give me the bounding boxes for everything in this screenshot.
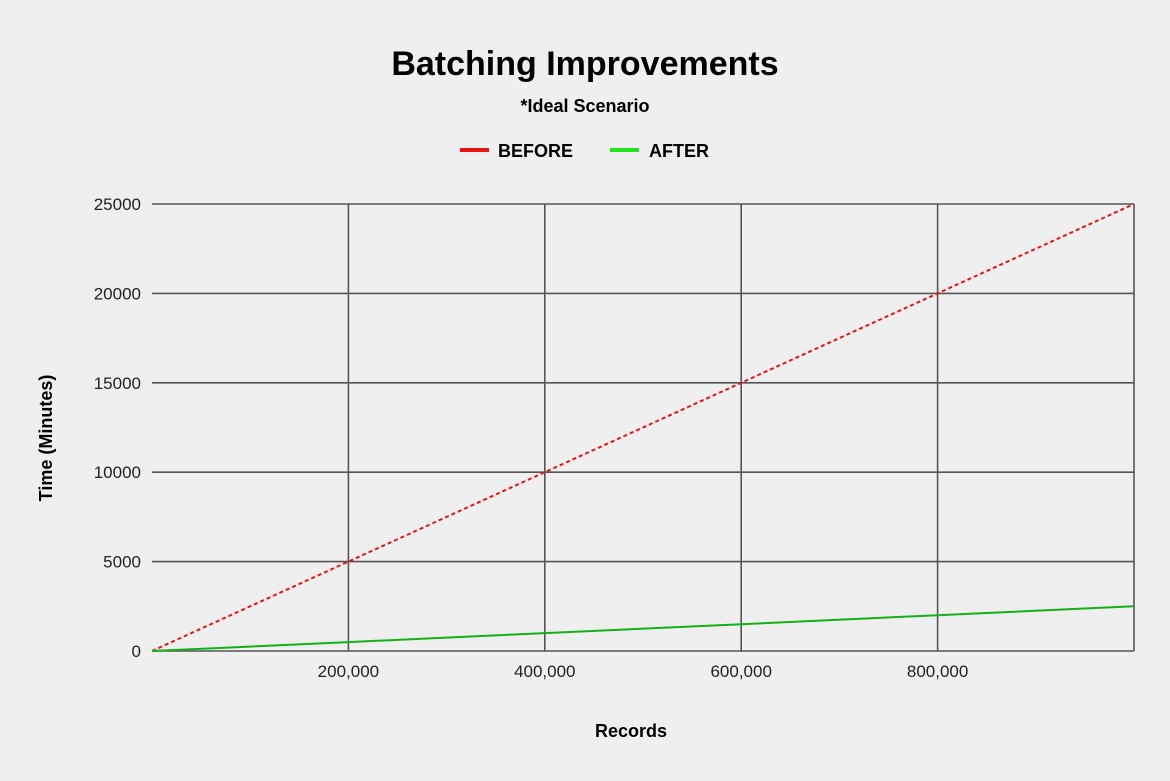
legend: BEFORE AFTER <box>460 141 709 161</box>
series-layer <box>151 203 1135 652</box>
y-axis-label: Time (Minutes) <box>36 375 56 502</box>
series-line-before <box>151 203 1135 652</box>
chart-subtitle: *Ideal Scenario <box>520 96 649 116</box>
x-tick-label: 800,000 <box>907 662 968 681</box>
x-tick-label: 200,000 <box>318 662 379 681</box>
x-axis-ticks: 200,000 400,000 600,000 800,000 <box>318 662 969 681</box>
x-tick-label: 600,000 <box>710 662 771 681</box>
y-tick-label: 20000 <box>94 284 141 303</box>
y-axis-ticks: 0 5000 10000 15000 20000 25000 <box>94 195 141 661</box>
y-tick-label: 0 <box>132 642 141 661</box>
chart-title: Batching Improvements <box>391 45 778 83</box>
y-tick-label: 10000 <box>94 463 141 482</box>
grid <box>152 203 1135 652</box>
y-tick-label: 5000 <box>103 553 141 572</box>
x-axis-label: Records <box>595 721 667 741</box>
y-tick-label: 25000 <box>94 195 141 214</box>
legend-label-before: BEFORE <box>498 141 573 161</box>
series-line-after <box>151 605 1135 652</box>
legend-label-after: AFTER <box>649 141 709 161</box>
x-tick-label: 400,000 <box>514 662 575 681</box>
y-tick-label: 15000 <box>94 374 141 393</box>
